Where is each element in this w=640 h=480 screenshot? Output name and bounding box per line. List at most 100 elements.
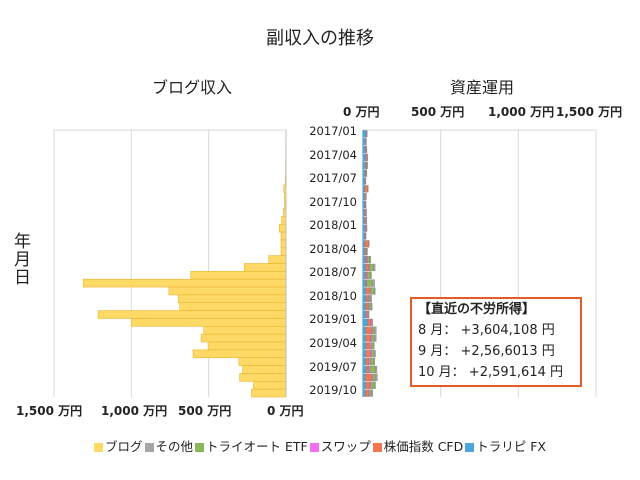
investment-bar xyxy=(365,271,368,279)
investment-bar xyxy=(368,310,370,319)
investment-bar xyxy=(369,381,372,389)
investment-bar xyxy=(370,295,372,303)
investment-bar xyxy=(369,295,372,303)
investment-bar xyxy=(367,318,371,326)
investment-bar xyxy=(371,303,373,311)
blog-bar xyxy=(203,326,287,335)
investment-bar xyxy=(369,389,373,397)
annotation-heading: 【直近の不労所得】 xyxy=(418,302,536,317)
investment-bar xyxy=(371,373,373,381)
x-tick-label: 1,000 万円 xyxy=(488,105,555,119)
investment-bar xyxy=(373,263,376,272)
investment-bar xyxy=(365,389,369,397)
category-label: 2019/10 xyxy=(309,383,357,398)
investment-bar xyxy=(368,389,370,397)
legend-swatch xyxy=(144,443,154,452)
investment-bar xyxy=(364,208,367,217)
investment-bar xyxy=(367,255,371,264)
investment-bar xyxy=(367,271,371,279)
blog-bar xyxy=(168,286,287,296)
investment-bar xyxy=(374,334,377,342)
investment-bar xyxy=(371,350,375,358)
blog-bar xyxy=(242,365,287,374)
blog-bar xyxy=(253,380,287,390)
blog-bar xyxy=(82,278,287,288)
investment-bar xyxy=(369,358,375,366)
blog-bar xyxy=(97,310,287,319)
investment-bar xyxy=(373,358,375,366)
blog-bar xyxy=(280,239,287,249)
legend-label: ブログ xyxy=(104,439,143,454)
x-tick-label: 1,500 万円 xyxy=(556,105,623,119)
investment-bar xyxy=(369,342,372,350)
investment-bar xyxy=(370,381,375,389)
investment-bar xyxy=(368,365,371,374)
investment-bar xyxy=(373,342,375,350)
blog-bar xyxy=(190,271,287,280)
x-tick-label: 0 万円 xyxy=(267,404,304,418)
blog-bar xyxy=(200,333,287,343)
blog-bar xyxy=(207,341,287,351)
investment-bar xyxy=(369,365,376,374)
investment-bar xyxy=(365,263,370,272)
legend-item: トライオート ETF xyxy=(195,436,308,455)
blog-bar xyxy=(239,373,287,382)
investment-bar xyxy=(370,334,372,342)
legend-swatch xyxy=(93,443,103,452)
investment-bar xyxy=(364,185,369,193)
legend-item: 株価指数 CFD xyxy=(372,436,463,455)
category-label: 2017/04 xyxy=(309,147,357,162)
investment-bar xyxy=(372,326,375,334)
annotation-box: 【直近の不労所得】 8 月： +3,604,108 円 9 月： +2,56,6… xyxy=(410,297,582,387)
investment-bar xyxy=(373,350,376,358)
investment-bar xyxy=(362,318,368,326)
investment-bar xyxy=(366,248,368,256)
legend-swatch xyxy=(465,443,475,452)
blog-bar xyxy=(251,388,287,398)
investment-bar xyxy=(370,287,375,295)
investment-bar xyxy=(368,303,372,311)
category-label: 2017/10 xyxy=(309,194,357,209)
investment-bar xyxy=(365,161,367,169)
blog-bar xyxy=(238,357,287,366)
investment-bar xyxy=(365,146,367,154)
investment-bar xyxy=(365,373,372,381)
investment-bar xyxy=(365,255,368,264)
investment-bar xyxy=(365,169,367,177)
legend-item: その他 xyxy=(144,436,194,455)
category-label: 2017/01 xyxy=(309,124,357,138)
blog-bar xyxy=(243,263,287,272)
investment-bar xyxy=(366,365,369,374)
investment-bar xyxy=(364,193,367,201)
investment-bar xyxy=(365,334,371,342)
chart-title: 副収入の推移 xyxy=(266,28,374,49)
category-label: 2018/07 xyxy=(309,265,357,280)
blog-bar xyxy=(192,349,287,359)
investment-bar xyxy=(365,303,369,311)
investment-bar xyxy=(370,318,373,326)
investment-bar xyxy=(365,287,370,295)
investment-bar xyxy=(368,358,371,366)
investment-bar xyxy=(374,326,377,334)
investment-bar xyxy=(374,381,376,389)
category-label: 2019/01 xyxy=(309,312,357,327)
investment-bar xyxy=(364,248,367,256)
legend: ブログ その他 トライオート ETF スワップ 株価指数 CFD トラリピ FX xyxy=(0,436,640,455)
investment-bar xyxy=(369,263,374,272)
investment-bar xyxy=(364,216,367,224)
category-label: 2018/01 xyxy=(309,218,357,233)
x-tick-label: 1,000 万円 xyxy=(101,404,168,418)
legend-label: その他 xyxy=(155,439,194,454)
investment-bar xyxy=(365,358,370,366)
investment-bar xyxy=(365,295,369,303)
annotation-line: 9 月： +2,56,6013 円 xyxy=(418,344,555,359)
category-label: 2018/10 xyxy=(309,288,357,303)
investment-bar xyxy=(365,326,372,334)
left-subtitle: ブログ収入 xyxy=(151,78,232,97)
investment-bar xyxy=(364,240,369,248)
investment-bar xyxy=(371,334,375,342)
investment-bar xyxy=(365,342,371,350)
blog-bar xyxy=(279,223,287,233)
x-tick-label: 500 万円 xyxy=(411,105,465,119)
